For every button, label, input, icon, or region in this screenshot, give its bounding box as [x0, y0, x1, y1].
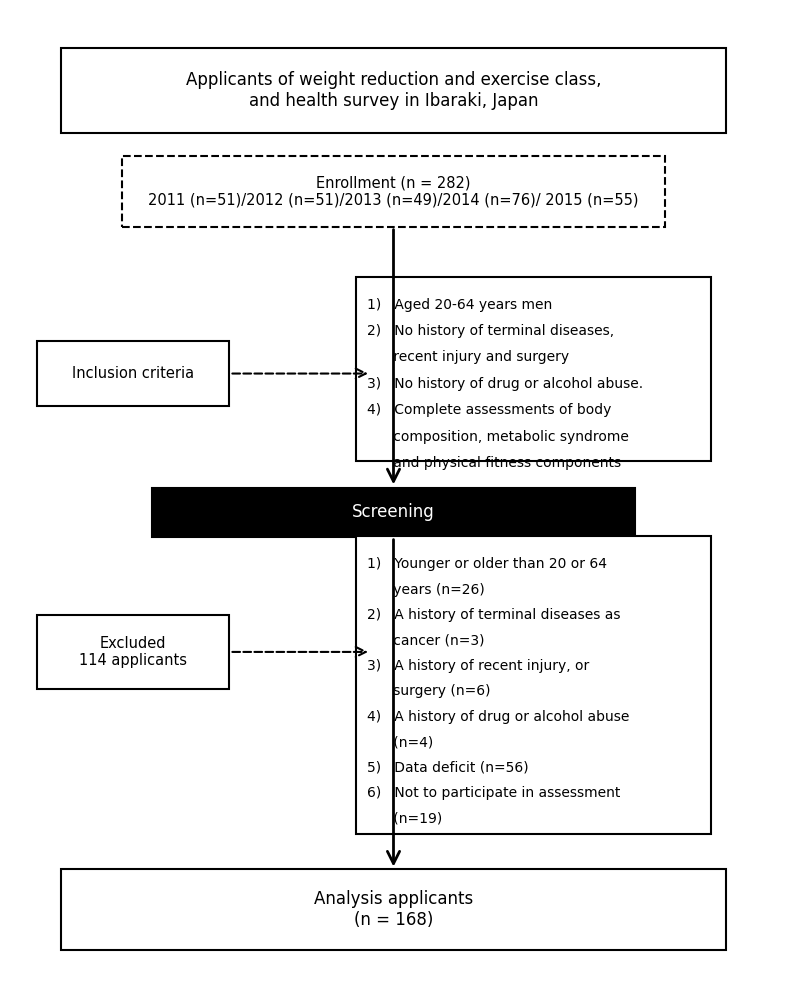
- Text: 6)   Not to participate in assessment: 6) Not to participate in assessment: [367, 786, 620, 800]
- Text: 1)   Younger or older than 20 or 64: 1) Younger or older than 20 or 64: [367, 557, 607, 571]
- Text: surgery (n=6): surgery (n=6): [367, 684, 490, 699]
- Text: Screening: Screening: [352, 503, 435, 521]
- Text: Applicants of weight reduction and exercise class,
and health survey in Ibaraki,: Applicants of weight reduction and exerc…: [186, 71, 601, 110]
- Text: and physical fitness components: and physical fitness components: [367, 456, 621, 470]
- FancyBboxPatch shape: [356, 537, 711, 834]
- Text: Enrollment (n = 282)
2011 (n=51)/2012 (n=51)/2013 (n=49)/2014 (n=76)/ 2015 (n=55: Enrollment (n = 282) 2011 (n=51)/2012 (n…: [148, 175, 639, 207]
- FancyBboxPatch shape: [36, 615, 229, 689]
- FancyBboxPatch shape: [356, 277, 711, 461]
- Text: recent injury and surgery: recent injury and surgery: [367, 350, 569, 365]
- Text: Inclusion criteria: Inclusion criteria: [72, 366, 194, 381]
- Text: 3)   A history of recent injury, or: 3) A history of recent injury, or: [367, 659, 589, 673]
- Text: composition, metabolic syndrome: composition, metabolic syndrome: [367, 430, 629, 443]
- Text: 2)   A history of terminal diseases as: 2) A history of terminal diseases as: [367, 608, 621, 622]
- FancyBboxPatch shape: [36, 341, 229, 406]
- Text: Excluded
114 applicants: Excluded 114 applicants: [79, 636, 187, 668]
- FancyBboxPatch shape: [121, 156, 666, 227]
- Text: 5)   Data deficit (n=56): 5) Data deficit (n=56): [367, 761, 529, 775]
- FancyBboxPatch shape: [61, 48, 726, 133]
- Text: (n=4): (n=4): [367, 735, 434, 749]
- FancyBboxPatch shape: [152, 488, 635, 537]
- Text: 4)   Complete assessments of body: 4) Complete assessments of body: [367, 403, 611, 417]
- Text: years (n=26): years (n=26): [367, 583, 485, 597]
- Text: Analysis applicants
(n = 168): Analysis applicants (n = 168): [314, 891, 473, 929]
- Text: 1)   Aged 20-64 years men: 1) Aged 20-64 years men: [367, 298, 552, 312]
- Text: 2)   No history of terminal diseases,: 2) No history of terminal diseases,: [367, 324, 614, 338]
- Text: cancer (n=3): cancer (n=3): [367, 633, 485, 648]
- Text: 3)   No history of drug or alcohol abuse.: 3) No history of drug or alcohol abuse.: [367, 376, 643, 391]
- Text: 4)   A history of drug or alcohol abuse: 4) A history of drug or alcohol abuse: [367, 710, 630, 723]
- FancyBboxPatch shape: [61, 869, 726, 950]
- Text: (n=19): (n=19): [367, 812, 442, 826]
